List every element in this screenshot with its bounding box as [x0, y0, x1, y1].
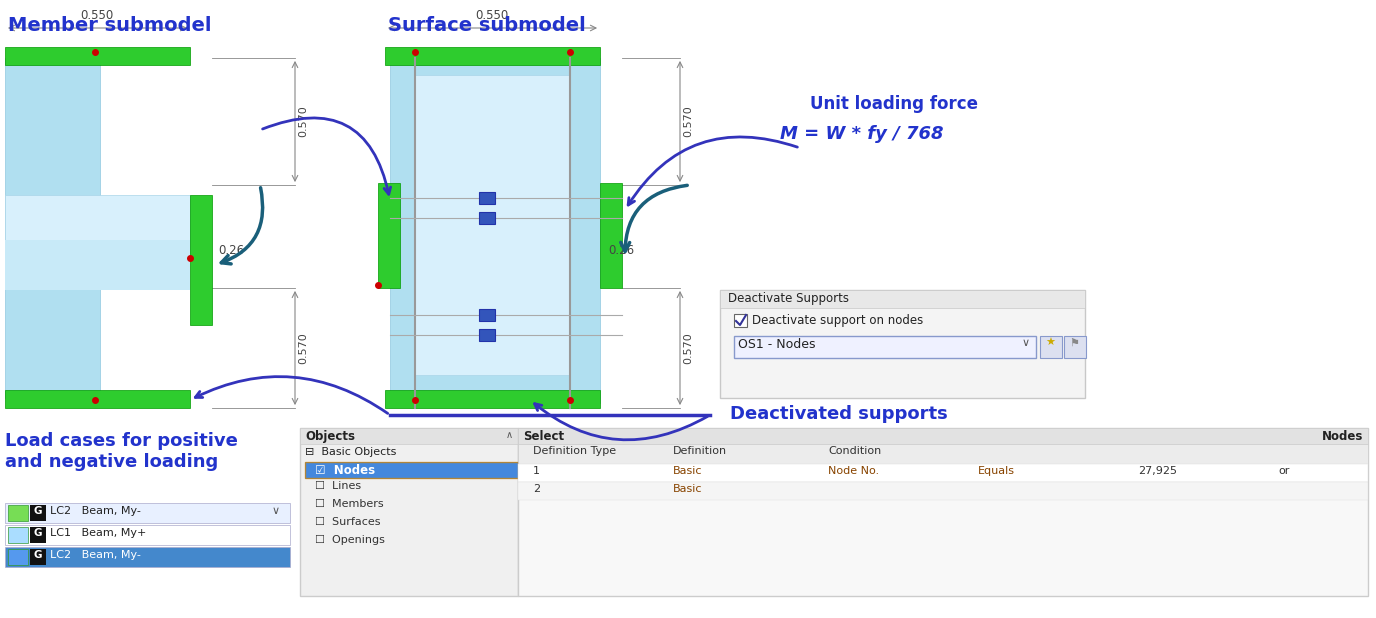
- Bar: [6, 525, 290, 545]
- Bar: [300, 428, 517, 444]
- Bar: [30, 505, 45, 521]
- Bar: [517, 444, 1368, 464]
- Text: M = W * fy / 768: M = W * fy / 768: [780, 125, 944, 143]
- Bar: [720, 290, 1086, 308]
- Text: LC1   Beam, My+: LC1 Beam, My+: [50, 528, 146, 538]
- Bar: [6, 58, 100, 398]
- Bar: [305, 462, 517, 478]
- Bar: [6, 547, 290, 567]
- Text: or: or: [1278, 466, 1289, 476]
- Text: Definition Type: Definition Type: [533, 446, 616, 456]
- Bar: [305, 462, 517, 478]
- Text: ☐  Openings: ☐ Openings: [315, 535, 385, 545]
- Bar: [479, 309, 495, 321]
- Text: 0.570: 0.570: [682, 105, 694, 137]
- Text: Basic: Basic: [673, 466, 703, 476]
- Bar: [8, 549, 28, 565]
- Text: Basic: Basic: [673, 484, 703, 494]
- Bar: [385, 390, 600, 408]
- Text: Unit loading force: Unit loading force: [810, 95, 978, 113]
- Text: Condition: Condition: [828, 446, 881, 456]
- Text: Deactivate support on nodes: Deactivate support on nodes: [753, 314, 923, 327]
- Bar: [479, 192, 495, 204]
- Text: 0.570: 0.570: [299, 332, 308, 364]
- Bar: [517, 428, 1368, 596]
- FancyArrowPatch shape: [263, 118, 391, 194]
- Bar: [479, 329, 495, 341]
- Text: Nodes: Nodes: [1321, 430, 1364, 443]
- Text: ☐  Surfaces: ☐ Surfaces: [315, 517, 381, 527]
- Bar: [8, 505, 28, 521]
- Bar: [416, 75, 570, 375]
- Text: LC2   Beam, My-: LC2 Beam, My-: [50, 550, 140, 560]
- Text: 2: 2: [533, 484, 541, 494]
- Text: ☐  Members: ☐ Members: [315, 499, 384, 509]
- Text: ⊟  Basic Objects: ⊟ Basic Objects: [305, 447, 396, 457]
- Bar: [389, 58, 600, 403]
- Bar: [6, 195, 190, 260]
- Text: 0.550: 0.550: [475, 9, 509, 22]
- Text: LC2   Beam, My-: LC2 Beam, My-: [50, 506, 140, 516]
- Text: Node No.: Node No.: [828, 466, 879, 476]
- Text: ⚑: ⚑: [1069, 338, 1079, 348]
- Text: Load cases for positive
and negative loading: Load cases for positive and negative loa…: [6, 432, 238, 471]
- Bar: [517, 464, 1368, 482]
- Text: G: G: [34, 550, 43, 560]
- Bar: [6, 240, 190, 290]
- Text: OS1 - Nodes: OS1 - Nodes: [738, 338, 816, 351]
- Bar: [378, 183, 400, 288]
- FancyArrowPatch shape: [222, 188, 263, 264]
- FancyArrowPatch shape: [629, 137, 797, 205]
- Bar: [30, 527, 45, 543]
- Text: Objects: Objects: [305, 430, 355, 443]
- Bar: [517, 482, 1368, 500]
- Bar: [6, 503, 290, 523]
- Text: ☑  Nodes: ☑ Nodes: [315, 464, 376, 477]
- Bar: [733, 314, 747, 327]
- Text: Select: Select: [523, 430, 564, 443]
- Bar: [479, 212, 495, 224]
- Bar: [385, 47, 600, 65]
- Text: Deactivate Supports: Deactivate Supports: [728, 292, 849, 305]
- Bar: [8, 527, 28, 543]
- Text: Surface submodel: Surface submodel: [388, 16, 586, 35]
- Bar: [6, 390, 190, 408]
- Text: ∨: ∨: [1022, 338, 1031, 348]
- Bar: [720, 290, 1086, 398]
- Bar: [1064, 336, 1086, 358]
- FancyArrowPatch shape: [195, 376, 388, 413]
- Bar: [300, 428, 517, 596]
- Bar: [517, 428, 1368, 444]
- Text: 27,925: 27,925: [1138, 466, 1176, 476]
- Bar: [6, 47, 190, 65]
- Bar: [190, 195, 212, 325]
- Text: G: G: [34, 506, 43, 516]
- FancyArrowPatch shape: [534, 404, 707, 440]
- FancyArrowPatch shape: [621, 185, 687, 252]
- Text: Member submodel: Member submodel: [8, 16, 212, 35]
- Text: Deactivated supports: Deactivated supports: [731, 405, 948, 423]
- Text: ∨: ∨: [272, 506, 281, 516]
- Text: 0.26: 0.26: [608, 243, 634, 256]
- Bar: [733, 336, 1036, 358]
- Text: G: G: [34, 528, 43, 538]
- Text: 0.26: 0.26: [217, 243, 244, 256]
- Text: 1: 1: [533, 466, 539, 476]
- Text: ☐  Lines: ☐ Lines: [315, 481, 361, 491]
- Text: ∧: ∧: [506, 430, 513, 440]
- Text: ★: ★: [1044, 338, 1055, 348]
- Text: Equals: Equals: [978, 466, 1015, 476]
- Text: 0.570: 0.570: [299, 105, 308, 137]
- Bar: [30, 549, 45, 565]
- Text: 0.570: 0.570: [682, 332, 694, 364]
- Bar: [1040, 336, 1062, 358]
- Bar: [600, 183, 622, 288]
- Text: 0.550: 0.550: [80, 9, 114, 22]
- Text: Definition: Definition: [673, 446, 727, 456]
